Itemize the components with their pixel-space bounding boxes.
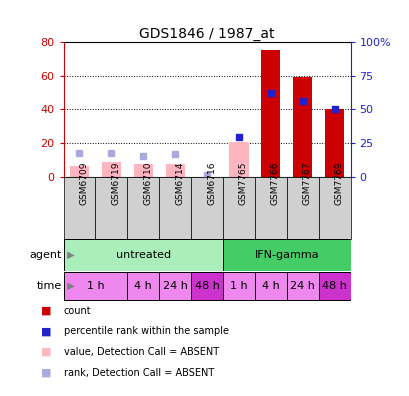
Bar xyxy=(318,177,350,239)
Text: 48 h: 48 h xyxy=(321,281,346,291)
Bar xyxy=(286,177,318,239)
Bar xyxy=(286,272,318,300)
Bar xyxy=(261,50,280,177)
Text: 48 h: 48 h xyxy=(194,281,219,291)
Text: ▶: ▶ xyxy=(63,250,74,260)
Bar xyxy=(292,77,312,177)
Bar xyxy=(133,164,153,177)
Text: GSM7767: GSM7767 xyxy=(302,162,311,205)
Bar xyxy=(229,142,248,177)
Text: GSM7766: GSM7766 xyxy=(270,162,279,205)
Text: ■: ■ xyxy=(41,367,52,378)
Bar xyxy=(127,177,159,239)
Text: rank, Detection Call = ABSENT: rank, Detection Call = ABSENT xyxy=(63,367,213,378)
Text: 24 h: 24 h xyxy=(162,281,187,291)
Text: count: count xyxy=(63,306,91,316)
Bar xyxy=(63,272,127,300)
Text: 1 h: 1 h xyxy=(86,281,104,291)
Bar xyxy=(191,177,222,239)
Text: 4 h: 4 h xyxy=(261,281,279,291)
Bar xyxy=(159,272,191,300)
Text: GSM6716: GSM6716 xyxy=(207,162,216,205)
Bar xyxy=(63,240,222,270)
Text: GSM7769: GSM7769 xyxy=(334,162,343,205)
Text: ■: ■ xyxy=(41,326,52,337)
Bar xyxy=(165,164,184,177)
Bar xyxy=(254,177,286,239)
Bar xyxy=(222,272,254,300)
Text: GSM7765: GSM7765 xyxy=(238,162,247,205)
Text: time: time xyxy=(36,281,61,291)
Bar xyxy=(324,109,343,177)
Text: ■: ■ xyxy=(41,347,52,357)
Text: GSM6710: GSM6710 xyxy=(143,162,152,205)
Text: agent: agent xyxy=(29,250,61,260)
Text: 4 h: 4 h xyxy=(134,281,152,291)
Bar xyxy=(95,177,127,239)
Bar xyxy=(101,162,121,177)
Bar xyxy=(70,166,89,177)
Text: GSM6709: GSM6709 xyxy=(79,162,88,205)
Bar xyxy=(222,177,254,239)
Bar xyxy=(63,177,95,239)
Bar xyxy=(127,272,159,300)
Bar xyxy=(254,272,286,300)
Text: IFN-gamma: IFN-gamma xyxy=(254,250,318,260)
Text: 1 h: 1 h xyxy=(229,281,247,291)
Bar xyxy=(159,177,191,239)
Bar xyxy=(318,272,350,300)
Text: GSM6719: GSM6719 xyxy=(111,162,120,205)
Text: 24 h: 24 h xyxy=(290,281,315,291)
Text: GSM6714: GSM6714 xyxy=(175,162,184,205)
Text: ▶: ▶ xyxy=(63,281,74,291)
Text: untreated: untreated xyxy=(115,250,171,260)
Text: ■: ■ xyxy=(41,306,52,316)
Text: percentile rank within the sample: percentile rank within the sample xyxy=(63,326,228,337)
Text: value, Detection Call = ABSENT: value, Detection Call = ABSENT xyxy=(63,347,218,357)
Title: GDS1846 / 1987_at: GDS1846 / 1987_at xyxy=(139,27,274,40)
Bar xyxy=(191,272,222,300)
Bar xyxy=(222,240,350,270)
